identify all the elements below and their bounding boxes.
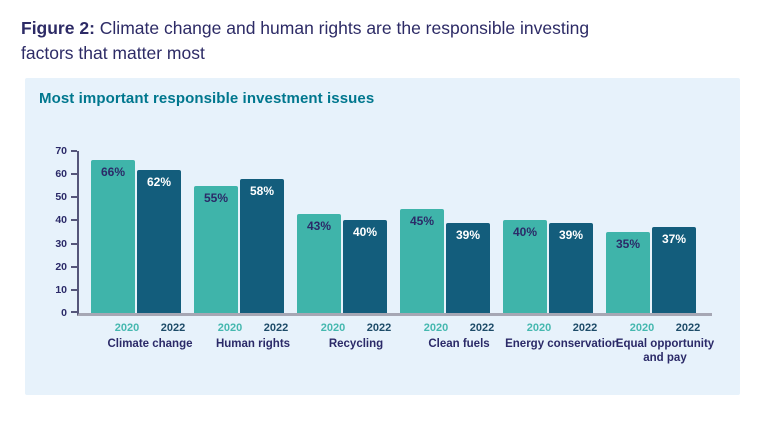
category-label-energy-conservation: Energy conservation bbox=[505, 338, 619, 350]
figure-number-label: Figure 2: bbox=[21, 18, 95, 38]
series-year-label-2022: 2022 bbox=[675, 322, 701, 334]
y-tick-mark bbox=[71, 150, 77, 152]
series-year-label-2022: 2022 bbox=[572, 322, 598, 334]
y-tick-label: 70 bbox=[55, 145, 67, 157]
bar-2022-equal-opportunity-and-pay: 37% bbox=[652, 227, 696, 313]
series-year-label-2020: 2020 bbox=[114, 322, 140, 334]
series-year-label-2020: 2020 bbox=[526, 322, 552, 334]
y-tick-mark bbox=[71, 311, 77, 313]
series-year-label-2022: 2022 bbox=[469, 322, 495, 334]
series-year-label-2020: 2020 bbox=[217, 322, 243, 334]
y-tick-mark bbox=[71, 265, 77, 268]
axis-label-group-climate-change: 2020 2022 Climate change bbox=[105, 322, 195, 366]
figure-title: Figure 2: Climate change and human right… bbox=[21, 16, 711, 65]
axis-label-group-human-rights: 2020 2022 Human rights bbox=[208, 322, 298, 366]
bar-2022-clean-fuels: 39% bbox=[446, 222, 490, 313]
axis-label-group-recycling: 2020 2022 Recycling bbox=[311, 322, 401, 366]
bar-chart: 0 10 20 30 40 50 60 70 66% 62% 55% 58% 43% 40% 45% 39%… bbox=[39, 145, 740, 319]
axis-label-group-energy-conservation: 2020 2022 Energy conservation bbox=[505, 322, 619, 366]
bar-2020-equal-opportunity-and-pay: 35% bbox=[606, 232, 650, 313]
bar-value-label: 39% bbox=[558, 227, 584, 242]
category-label-equal-opportunity-and-pay: Equal opportunity and pay bbox=[615, 338, 715, 364]
series-year-label-2022: 2022 bbox=[263, 322, 289, 334]
figure-title-line2: factors that matter most bbox=[21, 42, 205, 63]
series-year-labels: 2020 2022 bbox=[208, 322, 298, 334]
axis-label-group-equal-opportunity-and-pay: 2020 2022 Equal opportunity and pay bbox=[616, 322, 714, 366]
category-label-climate-change: Climate change bbox=[107, 338, 193, 350]
chart-title: Most important responsible investment is… bbox=[39, 90, 375, 107]
y-tick-label: 50 bbox=[55, 191, 67, 204]
bar-2022-climate-change: 62% bbox=[137, 169, 181, 313]
y-tick-label: 0 bbox=[61, 307, 67, 319]
series-year-labels: 2020 2022 bbox=[414, 322, 504, 334]
bar-value-label: 62% bbox=[146, 174, 172, 189]
bar-value-label: 39% bbox=[455, 227, 481, 242]
bar-2020-climate-change: 66% bbox=[91, 160, 135, 313]
bar-2022-energy-conservation: 39% bbox=[549, 222, 593, 313]
y-tick-mark bbox=[71, 219, 77, 222]
y-tick-label: 20 bbox=[55, 260, 67, 273]
bar-group-climate-change: 66% 62% bbox=[91, 160, 181, 313]
series-year-labels: 2020 2022 bbox=[620, 322, 710, 334]
y-tick-label: 10 bbox=[55, 283, 67, 296]
series-year-labels: 2020 2022 bbox=[517, 322, 607, 334]
series-year-label-2020: 2020 bbox=[320, 322, 346, 334]
figure-title-line1: Climate change and human rights are the … bbox=[99, 18, 590, 38]
bar-group-energy-conservation: 40% 39% bbox=[503, 220, 593, 313]
bar-group-human-rights: 55% 58% bbox=[194, 178, 284, 313]
bar-2020-energy-conservation: 40% bbox=[503, 220, 547, 313]
category-label-recycling: Recycling bbox=[328, 338, 384, 350]
bar-value-label: 35% bbox=[615, 237, 641, 251]
category-label-human-rights: Human rights bbox=[215, 338, 291, 350]
bar-group-recycling: 43% 40% bbox=[297, 213, 387, 313]
y-axis: 0 10 20 30 40 50 60 70 bbox=[39, 145, 77, 319]
bar-2022-human-rights: 58% bbox=[240, 178, 284, 313]
series-year-label-2020: 2020 bbox=[423, 322, 449, 334]
bar-2020-clean-fuels: 45% bbox=[400, 208, 444, 313]
y-tick-label: 30 bbox=[55, 237, 67, 250]
series-year-label-2022: 2022 bbox=[160, 322, 186, 334]
y-tick-label: 60 bbox=[55, 168, 67, 181]
series-year-labels: 2020 2022 bbox=[311, 322, 401, 334]
bar-2022-recycling: 40% bbox=[343, 220, 387, 313]
bar-group-clean-fuels: 45% 39% bbox=[400, 208, 490, 313]
bar-value-label: 40% bbox=[512, 225, 538, 240]
axis-label-group-clean-fuels: 2020 2022 Clean fuels bbox=[414, 322, 504, 366]
bar-group-equal-opportunity-and-pay: 35% 37% bbox=[606, 227, 696, 313]
y-tick-mark bbox=[71, 242, 77, 245]
bar-value-label: 40% bbox=[352, 225, 378, 240]
y-tick-mark bbox=[71, 173, 77, 176]
axis-labels-row: 2020 2022 Climate change 2020 2022 Human righ… bbox=[105, 322, 740, 366]
category-label-clean-fuels: Clean fuels bbox=[428, 338, 490, 350]
plot-area: 66% 62% 55% 58% 43% 40% 45% 39% 40% 39% 35% 37% bbox=[77, 151, 712, 316]
bar-value-label: 58% bbox=[249, 183, 275, 198]
y-tick-mark bbox=[71, 288, 77, 291]
bar-value-label: 66% bbox=[100, 165, 126, 180]
y-tick-mark bbox=[71, 196, 77, 199]
series-year-label-2022: 2022 bbox=[366, 322, 392, 334]
bar-value-label: 45% bbox=[409, 213, 435, 228]
bar-value-label: 55% bbox=[203, 190, 229, 205]
series-year-label-2020: 2020 bbox=[629, 322, 655, 334]
bar-value-label: 37% bbox=[661, 232, 687, 247]
bar-2020-human-rights: 55% bbox=[194, 185, 238, 313]
chart-panel: Most important responsible investment is… bbox=[25, 78, 740, 395]
y-tick-label: 40 bbox=[55, 214, 67, 227]
bar-2020-recycling: 43% bbox=[297, 213, 341, 313]
series-year-labels: 2020 2022 bbox=[105, 322, 195, 334]
bar-value-label: 43% bbox=[306, 218, 332, 233]
